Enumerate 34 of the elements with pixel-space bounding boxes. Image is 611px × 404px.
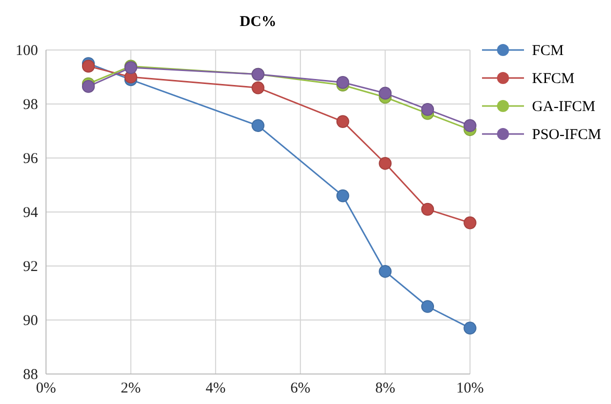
- legend-label: GA-IFCM: [532, 99, 596, 115]
- point: [336, 115, 350, 128]
- x-tick-label: 2%: [120, 380, 141, 397]
- point: [421, 300, 434, 313]
- point: [378, 264, 392, 278]
- y-tick-label: 100: [16, 42, 38, 59]
- legend-label: KFCM: [532, 71, 575, 87]
- point: [336, 76, 350, 89]
- point: [336, 189, 350, 202]
- legend-label: FCM: [532, 43, 564, 59]
- point: [421, 102, 434, 116]
- point: [421, 202, 434, 216]
- point: [82, 80, 95, 93]
- point: [252, 119, 264, 132]
- y-tick-label: 88: [23, 366, 38, 383]
- y-tick-label: 92: [23, 258, 38, 275]
- x-tick-label: 10%: [456, 380, 484, 397]
- point: [378, 86, 392, 100]
- y-tick-label: 94: [23, 204, 38, 221]
- x-tick-label: 8%: [375, 380, 396, 397]
- point: [464, 216, 476, 230]
- y-tick-label: 90: [23, 312, 38, 329]
- point: [252, 81, 264, 94]
- x-tick-label: 6%: [290, 380, 310, 397]
- point: [378, 156, 392, 170]
- legend-label: PSO-IFCM: [532, 127, 602, 143]
- y-tick-label: 98: [23, 96, 38, 113]
- point: [464, 322, 476, 335]
- x-tick-label: 0%: [36, 380, 56, 397]
- y-tick-label: 96: [23, 150, 38, 167]
- chart-title: DC%: [240, 14, 276, 30]
- point: [464, 119, 476, 132]
- point: [82, 60, 95, 73]
- x-tick-label: 4%: [206, 380, 226, 397]
